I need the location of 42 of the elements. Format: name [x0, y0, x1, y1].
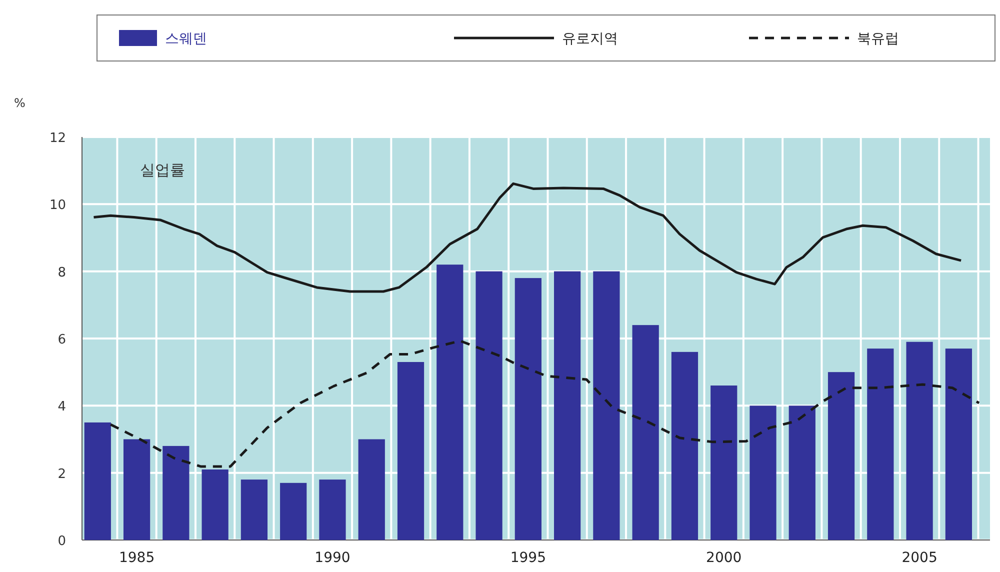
bar	[945, 348, 972, 540]
y-tick-label: 6	[58, 332, 66, 348]
y-tick-label: 4	[58, 400, 66, 415]
x-tick-label: 1985	[118, 550, 155, 566]
bar	[397, 362, 424, 540]
bar	[280, 482, 307, 540]
bar	[202, 469, 228, 540]
x-tick-label: 2005	[902, 550, 938, 566]
bar	[632, 325, 659, 540]
bar	[867, 348, 894, 540]
y-tick-label: 2	[58, 466, 66, 482]
bar	[358, 439, 385, 540]
bar	[788, 406, 816, 540]
bar	[123, 439, 150, 540]
bar	[162, 446, 190, 540]
x-tick-label: 1995	[510, 550, 546, 566]
y-tick-label: 8	[58, 265, 66, 280]
bar	[828, 372, 855, 540]
bar	[554, 271, 581, 540]
x-tick-label: 1990	[314, 550, 350, 566]
y-axis-title: %	[14, 96, 26, 110]
y-tick-label: 0	[58, 534, 66, 549]
bar	[240, 480, 268, 540]
bar	[319, 480, 346, 540]
text: 실업률	[140, 161, 185, 179]
bar	[906, 342, 933, 540]
text: 유로지역	[562, 31, 618, 47]
bar	[436, 264, 464, 540]
bar	[514, 278, 542, 540]
line-series	[109, 340, 980, 468]
text: 북유럽	[857, 31, 899, 47]
x-tick-label: 2000	[706, 550, 742, 566]
bar	[84, 422, 111, 540]
line-series	[92, 182, 962, 293]
bar	[671, 352, 698, 540]
y-tick-label: 10	[49, 198, 66, 214]
bar	[593, 271, 620, 540]
y-tick-label: 12	[49, 131, 66, 146]
bar	[710, 386, 738, 540]
bar	[476, 271, 502, 540]
legend-label: 스웨덴	[165, 31, 207, 47]
bar	[750, 406, 776, 540]
